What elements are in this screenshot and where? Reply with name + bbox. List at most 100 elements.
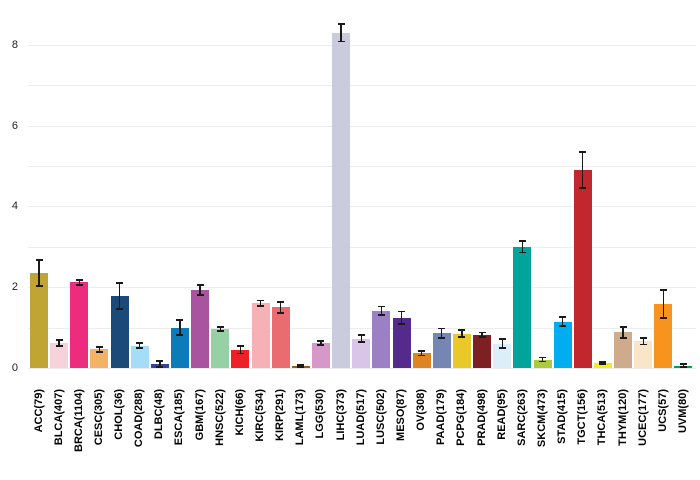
error-bar-stem-laml (300, 364, 302, 368)
error-bar-cap-bottom-hnsc (216, 329, 224, 332)
error-bar-cap-top-cesc (95, 346, 103, 348)
error-bar-cap-bottom-kich (236, 352, 244, 355)
x-axis-label-acc: ACC(79) (32, 389, 45, 433)
gridline-y-7 (28, 85, 696, 87)
bar-chol (110, 296, 129, 368)
x-axis-label-dlbc: DLBC(48) (153, 389, 166, 440)
x-axis-label-blca: BLCA(407) (52, 389, 65, 446)
y-tick-label-2: 2 (11, 281, 18, 294)
error-bar-cap-top-blca (55, 338, 63, 341)
bar-lihc (332, 32, 351, 368)
x-axis-label-paad: PAAD(179) (435, 389, 448, 446)
error-bar-stem-uvm (682, 364, 685, 367)
gridline-y-0 (28, 368, 696, 369)
error-bar-cap-top-thca (599, 361, 607, 363)
x-axis-label-lgg: LGG(530) (314, 389, 327, 439)
error-bar-cap-top-paad (438, 327, 446, 330)
bar-lgg (311, 343, 330, 368)
error-bar-cap-top-tgct (579, 150, 587, 153)
bar-thym (614, 332, 633, 368)
error-bar-cap-top-pcpg (458, 329, 466, 331)
x-axis-label-luad: LUAD(517) (354, 389, 367, 446)
error-bar-stem-lusc (380, 306, 383, 315)
bar-cesc (90, 349, 109, 368)
error-bar-cap-top-sarc (518, 240, 526, 243)
bar-ucs (654, 304, 673, 368)
y-tick-label-6: 6 (11, 119, 18, 132)
error-bar-cap-bottom-coad (136, 347, 144, 350)
error-bar-cap-bottom-stad (559, 325, 567, 327)
x-axis-label-gbm: GBM(167) (193, 389, 206, 441)
bar-thca (593, 363, 612, 368)
error-bar-cap-top-hnsc (216, 325, 224, 328)
x-axis-label-brca: BRCA(1104) (72, 389, 85, 452)
bar-blca (50, 342, 69, 368)
error-bar-stem-read (501, 339, 503, 349)
error-bar-cap-bottom-cesc (95, 350, 103, 353)
error-bar-cap-top-thym (619, 325, 627, 328)
bar-esca (170, 327, 189, 368)
error-bar-stem-paad (441, 328, 443, 339)
error-bar-cap-top-lgg (317, 340, 325, 343)
bar-read (493, 343, 512, 368)
x-axis-label-laml: LAML(173) (294, 389, 307, 446)
error-bar-cap-bottom-acc (35, 285, 43, 287)
error-bar-cap-top-coad (136, 342, 144, 345)
error-bar-cap-bottom-ucs (659, 317, 667, 320)
error-bar-stem-tgct (582, 151, 584, 189)
x-axis-label-skcm: SKCM(473) (536, 389, 548, 448)
gridline-y-8 (28, 44, 696, 46)
bar-kirp (271, 307, 290, 368)
bar-ov (412, 353, 431, 368)
error-bar-stem-brca (78, 279, 80, 285)
error-bar-cap-top-prad (478, 331, 486, 334)
error-bar-cap-bottom-gbm (196, 294, 204, 297)
x-axis-label-lihc: LIHC(373) (334, 389, 347, 441)
error-bar-cap-top-luad (357, 333, 365, 336)
error-bar-cap-bottom-kirc (257, 305, 265, 308)
error-bar-stem-acc (38, 260, 40, 286)
x-axis-label-kirp: KIRP(291) (274, 389, 287, 441)
error-bar-cap-top-kirp (277, 301, 285, 304)
error-bar-stem-cesc (98, 346, 101, 352)
bar-skcm (533, 359, 552, 368)
y-tick-label-8: 8 (11, 38, 18, 51)
gridline-y-6 (28, 125, 696, 127)
gridline-y-3 (28, 246, 696, 248)
bar-stad (553, 321, 572, 368)
x-axis-label-ucec: UCEC(177) (636, 389, 649, 446)
bar-lusc (372, 310, 391, 368)
error-bar-stem-stad (561, 317, 564, 326)
error-bar-cap-bottom-luad (357, 341, 365, 344)
error-bar-cap-bottom-blca (55, 345, 63, 348)
x-axis-label-uvm: UVM(80) (676, 389, 689, 434)
y-tick-label-4: 4 (11, 200, 18, 213)
gridline-y-4 (28, 206, 696, 208)
x-axis-label-cesc: CESC(305) (92, 389, 105, 446)
error-bar-cap-bottom-lihc (337, 40, 345, 43)
error-bar-cap-bottom-read (498, 347, 506, 350)
x-axis-label-stad: STAD(415) (556, 389, 569, 444)
x-axis-label-lusc: LUSC(502) (374, 389, 387, 445)
x-axis-label-ucs: UCS(57) (656, 389, 669, 432)
error-bar-cap-bottom-thym (619, 337, 627, 339)
error-bar-cap-top-laml (297, 363, 305, 366)
error-bar-cap-top-kirc (257, 299, 265, 302)
y-tick-label-0: 0 (11, 362, 18, 374)
error-bar-cap-bottom-meso (398, 323, 406, 326)
x-axis-label-thym: THYM(120) (616, 389, 629, 446)
bar-prad (473, 334, 492, 368)
bar-ucec (634, 341, 653, 368)
error-bar-cap-bottom-ucec (639, 343, 647, 346)
error-bar-stem-gbm (199, 284, 201, 296)
error-bar-stem-hnsc (219, 326, 221, 331)
error-bar-cap-top-read (498, 338, 506, 341)
error-bar-cap-top-gbm (196, 283, 204, 286)
error-bar-cap-top-esca (176, 319, 184, 322)
error-bar-cap-top-ov (418, 349, 426, 352)
error-bar-cap-bottom-lusc (377, 313, 385, 316)
bar-meso (392, 317, 411, 368)
error-bar-stem-meso (400, 311, 403, 325)
x-axis-label-prad: PRAD(498) (475, 389, 488, 446)
x-axis-label-meso: MESO(87) (395, 389, 408, 441)
